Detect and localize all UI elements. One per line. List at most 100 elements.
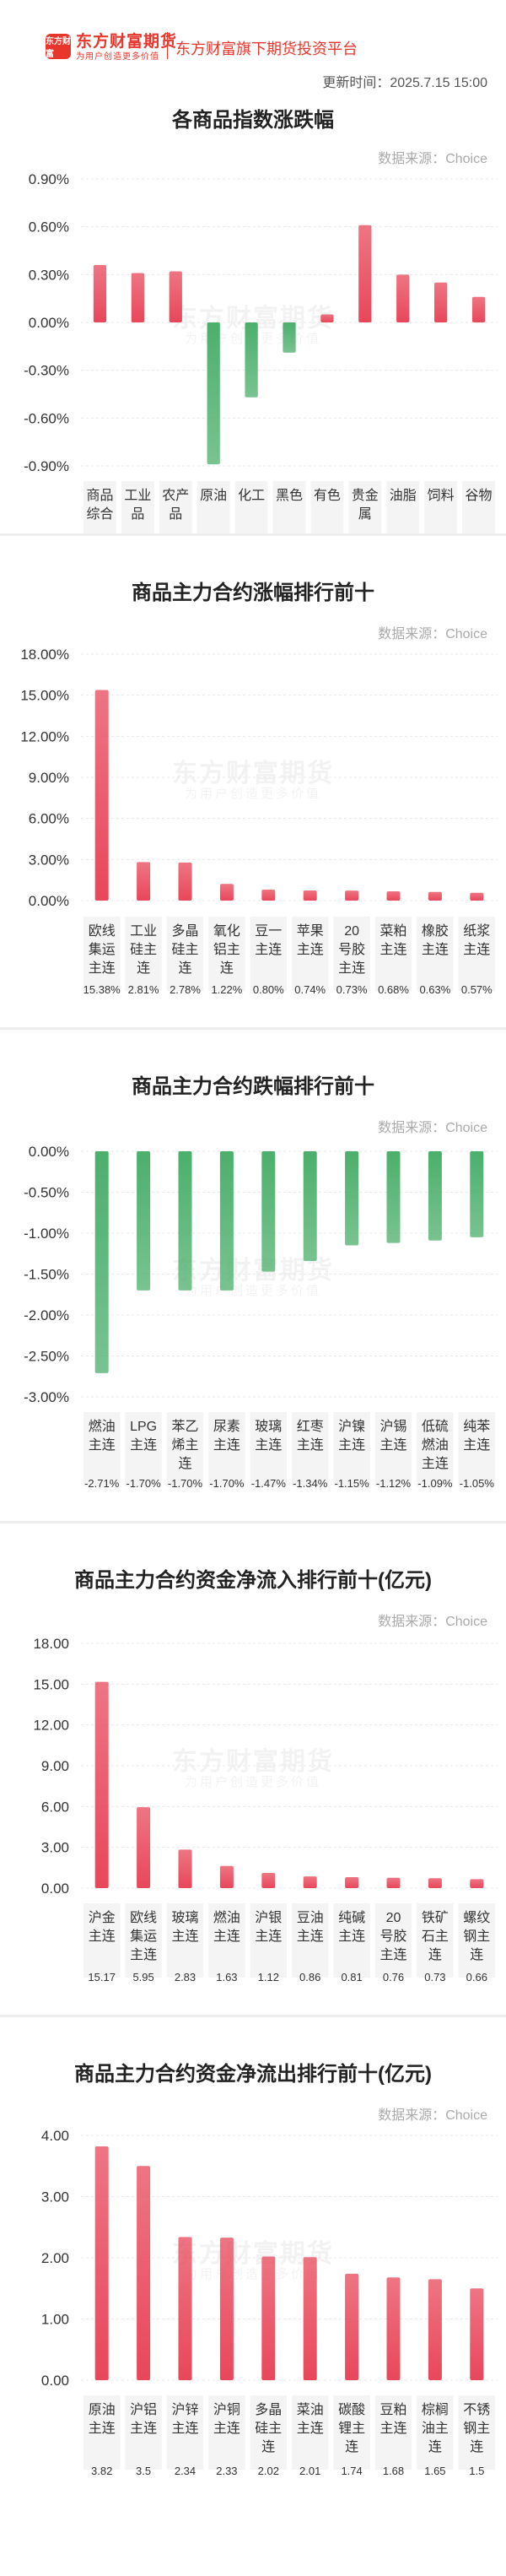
category-cell bbox=[83, 1412, 121, 1486]
category-cell bbox=[310, 481, 344, 533]
chart-title: 商品主力合约涨幅排行前十 bbox=[132, 582, 374, 604]
watermark-sub: 为用户创造更多价值 bbox=[184, 1283, 321, 1298]
y-tick-label: 3.00 bbox=[41, 1840, 69, 1856]
bar bbox=[320, 314, 334, 322]
y-tick-label: 12.00 bbox=[33, 1718, 69, 1734]
category-cell bbox=[83, 917, 121, 991]
y-tick-label: 0.00 bbox=[41, 2373, 69, 2389]
bar bbox=[470, 1879, 484, 1888]
category-label: 黑色 bbox=[276, 488, 303, 503]
bar bbox=[219, 884, 234, 901]
data-source: 数据来源：Choice bbox=[378, 627, 487, 641]
value-label: 0.73 bbox=[424, 1971, 445, 1983]
update-time: 更新时间：2025.7.15 15:00 bbox=[322, 76, 487, 90]
y-tick-label: 3.00 bbox=[41, 2189, 69, 2205]
watermark: 东方财富期货 bbox=[172, 1748, 334, 1776]
chart-title: 商品主力合约资金净流出排行前十(亿元) bbox=[74, 2063, 432, 2086]
bar bbox=[93, 265, 107, 322]
category-label: 欧线集运主连 bbox=[130, 1910, 157, 1962]
bar bbox=[178, 1849, 192, 1888]
value-label: 0.74% bbox=[294, 983, 326, 996]
category-cell bbox=[125, 1412, 162, 1486]
value-label: 3.5 bbox=[136, 2465, 151, 2477]
watermark: 东方财富期货 bbox=[172, 760, 334, 787]
logo-icon: 东方财富 bbox=[46, 34, 71, 59]
category-label: LPG 主连 bbox=[130, 1420, 157, 1453]
category-cell bbox=[374, 917, 412, 991]
category-cell bbox=[166, 917, 204, 991]
category-label: 苯乙烯主连 bbox=[171, 1419, 198, 1471]
category-cell bbox=[208, 1412, 245, 1486]
category-cell bbox=[166, 2395, 204, 2470]
category-label: 农产品 bbox=[162, 488, 189, 522]
category-label: 欧线集运主连 bbox=[89, 923, 116, 976]
category-label: 贵金属 bbox=[352, 488, 379, 522]
y-tick-label: -0.60% bbox=[24, 410, 69, 426]
category-label: 沪锡主连 bbox=[380, 1419, 406, 1453]
category-cell bbox=[458, 1903, 495, 1978]
bar bbox=[428, 1151, 442, 1241]
category-label: 燃油主连 bbox=[89, 1419, 116, 1453]
bar bbox=[137, 1807, 151, 1888]
bar bbox=[137, 1151, 151, 1291]
y-tick-label: -2.00% bbox=[24, 1307, 69, 1323]
category-cell bbox=[333, 1903, 370, 1978]
chart-section-4: 商品主力合约资金净流入排行前十(亿元) 数据来源：Choice 东方财富期货 为用户创… bbox=[0, 1521, 506, 2015]
category-label: 有色 bbox=[314, 488, 341, 503]
value-label: 2.02 bbox=[258, 2465, 279, 2477]
bar bbox=[219, 1865, 234, 1888]
category-cell bbox=[417, 917, 454, 991]
category-label: 油脂 bbox=[390, 488, 417, 503]
category-cell bbox=[458, 917, 495, 991]
y-tick-label: 0.30% bbox=[29, 267, 69, 283]
bar bbox=[428, 2279, 442, 2380]
bar bbox=[470, 892, 484, 901]
value-label: 0.68% bbox=[378, 983, 409, 996]
value-label: 3.82 bbox=[91, 2465, 112, 2477]
y-tick-label: 0.00 bbox=[41, 1881, 69, 1897]
category-cell bbox=[462, 481, 495, 533]
bar bbox=[219, 1151, 234, 1291]
bar bbox=[137, 862, 151, 901]
value-label: 0.81 bbox=[341, 1971, 362, 1983]
category-cell bbox=[208, 917, 245, 991]
category-label: 化工 bbox=[238, 488, 265, 503]
category-cell bbox=[166, 1412, 204, 1486]
category-cell bbox=[121, 481, 154, 533]
category-cell bbox=[125, 2395, 162, 2470]
bar-chart: 18.00 15.00 12.00 9.00 6.00 3.00 0.00 沪金主连 15.17… bbox=[33, 1636, 498, 1983]
category-label: 尿素主连 bbox=[213, 1419, 240, 1453]
category-label: 红枣主连 bbox=[297, 1419, 324, 1453]
bar bbox=[94, 1681, 109, 1888]
bar bbox=[303, 2257, 317, 2380]
value-label: -1.09% bbox=[417, 1477, 453, 1490]
bar bbox=[245, 322, 258, 398]
value-label: -2.71% bbox=[84, 1477, 120, 1490]
category-label: 沪银主连 bbox=[255, 1910, 282, 1944]
chart-section-1: 各商品指数涨跌幅数据来源：Choice东方财富期货为用户创造更多价值0.90%0… bbox=[0, 95, 506, 533]
category-cell bbox=[292, 917, 329, 991]
bar bbox=[178, 862, 192, 901]
category-cell bbox=[196, 481, 230, 533]
category-cell bbox=[386, 481, 420, 533]
data-source: 数据来源：Choice bbox=[378, 152, 487, 166]
value-label: 2.01 bbox=[299, 2465, 320, 2477]
header: 东方财富 东方财富期货 为用户创造更多价值 东方财富旗下期货投资平台 更新时间：… bbox=[0, 0, 506, 93]
category-label: 玻璃主连 bbox=[255, 1419, 282, 1453]
category-cell bbox=[272, 481, 306, 533]
value-label: 5.95 bbox=[132, 1971, 153, 1983]
bar-chart: 4.00 3.00 2.00 1.00 0.00 原油主连 3.82 沪铝主连 3.5 沪锌主连 2… bbox=[41, 2128, 498, 2477]
category-label: 不锈钢主连 bbox=[463, 2402, 490, 2454]
category-label: 工业品 bbox=[124, 488, 151, 522]
category-cell bbox=[374, 2395, 412, 2470]
category-cell bbox=[417, 2395, 454, 2470]
bar bbox=[386, 1151, 401, 1243]
bar bbox=[169, 271, 182, 322]
value-label: -1.34% bbox=[293, 1477, 328, 1490]
bar bbox=[261, 890, 276, 901]
value-label: 0.73% bbox=[336, 983, 368, 996]
category-label: 氧化铝主连 bbox=[213, 923, 240, 976]
value-label: 2.81% bbox=[128, 983, 159, 996]
category-cell bbox=[417, 1903, 454, 1978]
y-tick-label: 1.00 bbox=[41, 2312, 69, 2328]
